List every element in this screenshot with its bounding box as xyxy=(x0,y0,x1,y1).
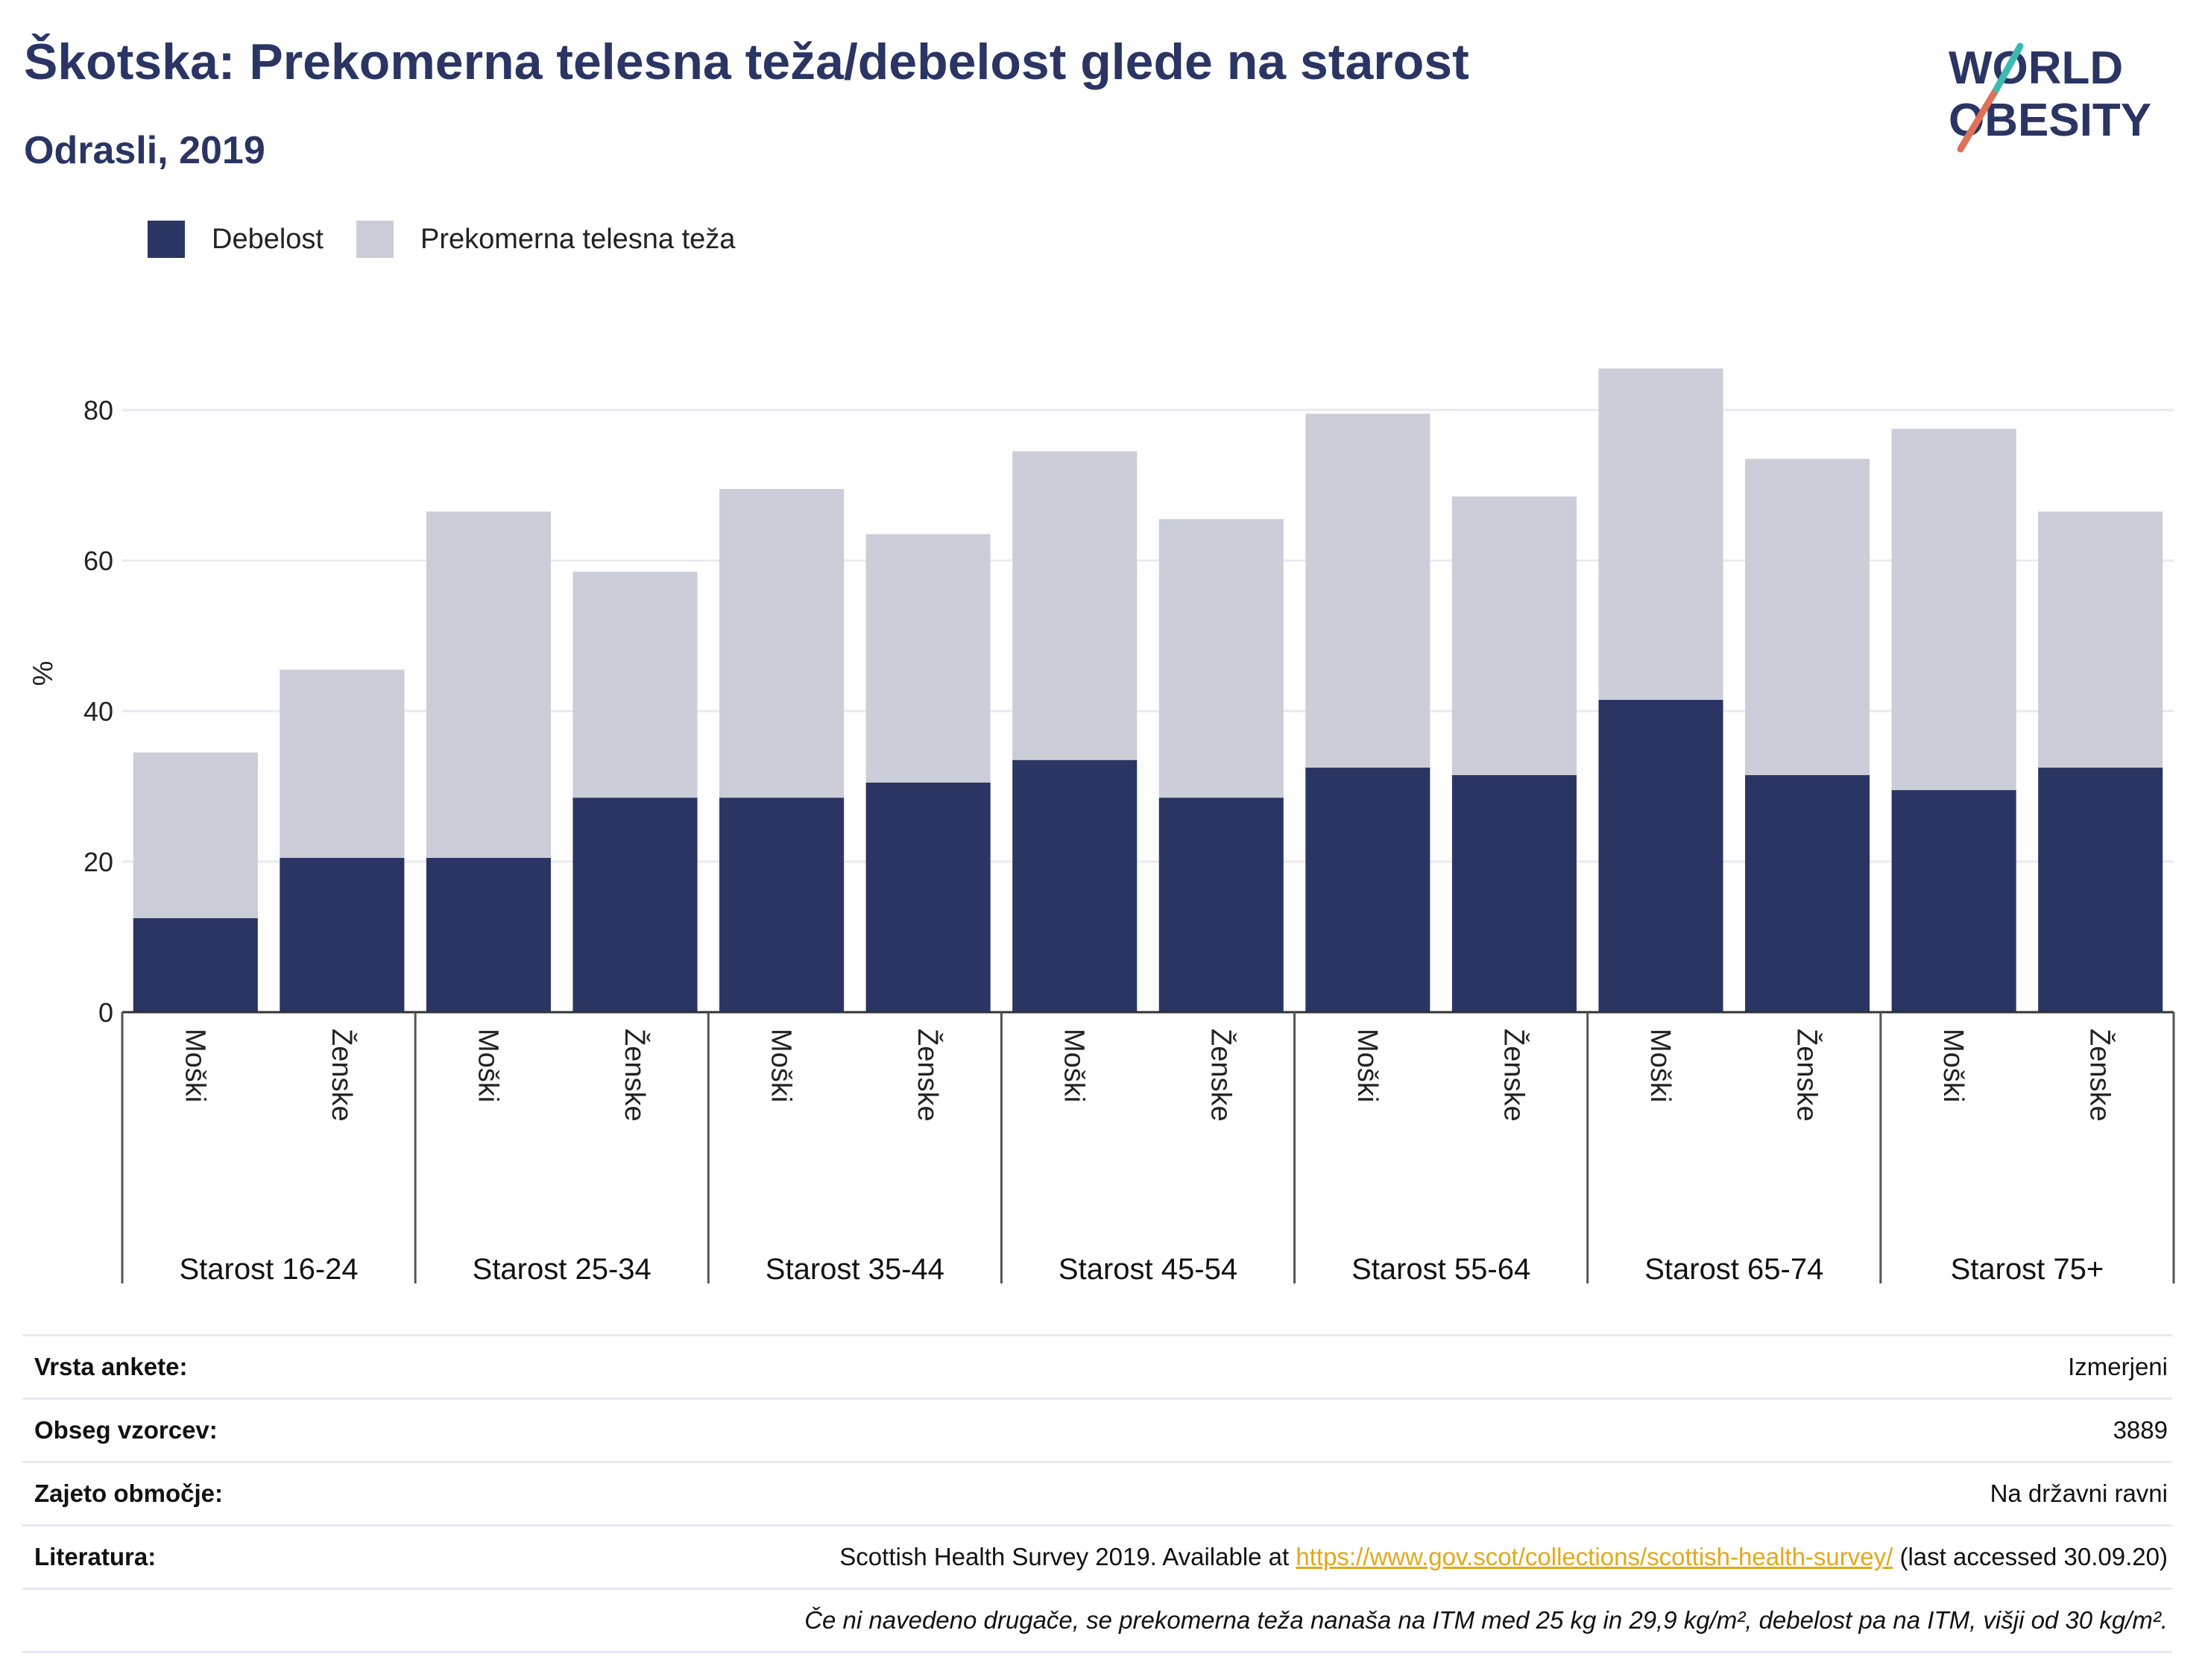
info-row-survey-type: Vrsta ankete: Izmerjeni xyxy=(22,1334,2172,1398)
bar-obesity xyxy=(572,798,698,1012)
x-tick-label: Moški xyxy=(1937,1029,1969,1102)
world-obesity-logo: WORLD OBESITY xyxy=(1949,42,2151,153)
legend-item-overweight[interactable]: Prekomerna telesna teža xyxy=(356,221,735,258)
bar-obesity xyxy=(1158,798,1284,1012)
bar-overweight xyxy=(1305,414,1430,768)
literature-link[interactable]: https://www.gov.scot/collections/scottis… xyxy=(1296,1543,1893,1570)
x-tick-label: Ženske xyxy=(1205,1029,1237,1122)
group-label: Starost 45-54 xyxy=(1059,1253,1237,1286)
y-tick-label: 60 xyxy=(83,546,113,576)
x-tick-label: Moški xyxy=(1351,1029,1383,1102)
logo-slash-orange xyxy=(1957,86,2000,153)
definition-note: Če ni navedeno drugače, se prekomerna te… xyxy=(804,1606,2168,1634)
bar-overweight xyxy=(1451,496,1577,775)
bar-overweight xyxy=(1158,519,1284,798)
x-tick-label: Ženske xyxy=(619,1029,651,1122)
bar-obesity xyxy=(280,857,405,1012)
group-label: Starost 55-64 xyxy=(1351,1253,1530,1286)
x-tick-label: Ženske xyxy=(326,1029,358,1122)
chart-legend: Debelost Prekomerna telesna teža xyxy=(148,221,768,258)
group-label: Starost 16-24 xyxy=(180,1253,359,1286)
info-row-sample-size: Obseg vzorcev: 3889 xyxy=(22,1398,2172,1461)
x-tick-label: Ženske xyxy=(912,1029,944,1122)
stacked-bar-chart: 0 20 40 60 80% Moški Ženske Moški Ženske Moški Žen… xyxy=(28,368,2175,1286)
x-tick-label: Moški xyxy=(1059,1029,1090,1102)
info-table: Vrsta ankete: Izmerjeni Obseg vzorcev: 3… xyxy=(22,1334,2172,1653)
bar-obesity xyxy=(426,857,551,1012)
bar-overweight xyxy=(280,669,405,858)
bar-obesity xyxy=(1598,699,1723,1012)
legend-swatch-obesity xyxy=(148,221,185,258)
logo-line1: WORLD xyxy=(1949,42,2123,94)
legend-swatch-overweight xyxy=(356,221,394,258)
y-axis-label: % xyxy=(28,661,59,686)
bar-overweight xyxy=(1745,458,1870,775)
chart-title: Škotska: Prekomerna telesna teža/debelos… xyxy=(24,34,1469,90)
group-label: Starost 35-44 xyxy=(766,1253,944,1286)
legend-item-obesity[interactable]: Debelost xyxy=(148,221,324,258)
y-tick-label: 20 xyxy=(83,847,113,877)
bar-obesity xyxy=(2038,767,2163,1012)
logo-slash-teal xyxy=(1993,42,2024,93)
info-label: Literatura: xyxy=(34,1543,157,1570)
info-value: Izmerjeni xyxy=(2068,1353,2168,1380)
info-value: 3889 xyxy=(2113,1416,2168,1444)
bar-overweight xyxy=(1598,368,1723,700)
bar-obesity xyxy=(865,782,991,1012)
x-tick-label: Ženske xyxy=(1498,1029,1530,1122)
literature-suffix: (last accessed 30.09.20) xyxy=(1893,1543,2168,1570)
bar-obesity xyxy=(1745,774,1870,1012)
bar-obesity xyxy=(1891,790,2016,1012)
y-tick-label: 40 xyxy=(83,696,113,727)
y-tick-label: 0 xyxy=(98,997,113,1028)
info-value: Na državni ravni xyxy=(1990,1480,2168,1507)
info-value: Scottish Health Survey 2019. Available a… xyxy=(839,1543,2172,1571)
x-tick-label: Ženske xyxy=(1791,1029,1823,1122)
bar-overweight xyxy=(572,572,698,798)
bar-overweight xyxy=(133,752,258,918)
logo-line2: OBESITY xyxy=(1949,95,2151,146)
legend-label-obesity: Debelost xyxy=(212,223,324,255)
bar-overweight xyxy=(719,489,845,798)
group-label: Starost 65-74 xyxy=(1644,1253,1823,1286)
bar-obesity xyxy=(719,798,845,1012)
bar-overweight xyxy=(2038,511,2163,768)
info-row-coverage: Zajeto območje: Na državni ravni xyxy=(22,1461,2172,1524)
info-label: Vrsta ankete: xyxy=(34,1353,188,1380)
x-tick-label: Ženske xyxy=(2084,1029,2116,1122)
bar-obesity xyxy=(1012,760,1138,1012)
bar-overweight xyxy=(1891,429,2016,791)
literature-prefix: Scottish Health Survey 2019. Available a… xyxy=(839,1543,1296,1570)
info-row-note: Če ni navedeno drugače, se prekomerna te… xyxy=(22,1588,2172,1653)
y-tick-label: 80 xyxy=(83,395,113,426)
group-label: Starost 75+ xyxy=(1951,1253,2104,1286)
info-label: Zajeto območje: xyxy=(34,1480,224,1507)
x-tick-label: Moški xyxy=(179,1029,210,1102)
info-row-literature: Literatura: Scottish Health Survey 2019.… xyxy=(22,1524,2172,1588)
x-tick-label: Moški xyxy=(766,1029,797,1102)
info-label: Obseg vzorcev: xyxy=(34,1416,218,1444)
x-tick-label: Moški xyxy=(472,1029,503,1102)
x-tick-label: Moški xyxy=(1644,1029,1676,1102)
bar-obesity xyxy=(133,918,258,1012)
bar-overweight xyxy=(865,534,991,783)
bar-obesity xyxy=(1305,767,1430,1012)
bar-obesity xyxy=(1451,774,1577,1012)
legend-label-overweight: Prekomerna telesna teža xyxy=(420,223,736,255)
bar-overweight xyxy=(426,511,551,858)
chart-subtitle: Odrasli, 2019 xyxy=(24,129,265,172)
group-label: Starost 25-34 xyxy=(473,1253,652,1286)
bar-overweight xyxy=(1012,451,1138,760)
